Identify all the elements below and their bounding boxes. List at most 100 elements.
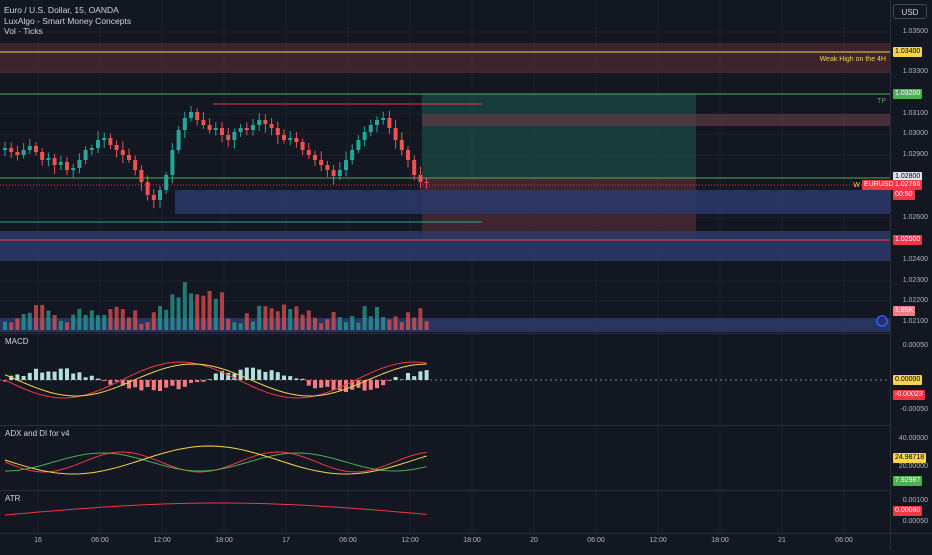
macd-histogram-bar	[257, 369, 262, 380]
atr-pane-title[interactable]: ATR	[5, 494, 21, 503]
atr-value-tag: 0.00080	[893, 506, 923, 516]
candle-body	[319, 160, 324, 165]
volume-bar	[412, 317, 417, 330]
candle-body	[127, 155, 131, 160]
volume-bar	[257, 305, 262, 330]
time-tick: 17	[282, 537, 290, 544]
indicator-volume-label[interactable]: Vol · Ticks	[4, 26, 43, 36]
candle-body	[108, 138, 113, 145]
weak-high-price-tag: 1.03400	[893, 47, 923, 57]
macd-pane-title[interactable]: MACD	[5, 337, 29, 346]
volume-bar	[21, 314, 26, 330]
countdown-tag: 00:50	[893, 190, 915, 200]
volume-bar	[226, 318, 231, 330]
candle-body	[344, 160, 348, 170]
macd-histogram-bar	[77, 372, 82, 380]
candle-body	[424, 182, 429, 183]
symbol-title[interactable]: Euro / U.S. Dollar, 15, OANDA	[4, 5, 119, 15]
candle-body	[195, 112, 200, 120]
time-tick: 18:00	[463, 537, 481, 544]
candle-body	[412, 160, 417, 175]
price-tick: 1.03100	[902, 110, 928, 117]
candle-body	[58, 162, 63, 165]
time-tick: 21	[778, 537, 786, 544]
candle-body	[232, 132, 237, 140]
candle-body	[387, 118, 392, 128]
volume-bar	[207, 290, 212, 330]
currency-button[interactable]: USD	[893, 4, 927, 19]
volume-bar	[381, 317, 386, 330]
candle-body	[251, 125, 255, 130]
macd-histogram-bar	[170, 380, 175, 386]
candle-body	[406, 150, 410, 160]
macd-histogram-bar	[269, 370, 274, 380]
macd-histogram-bar	[15, 374, 20, 380]
level-price-tag: 1.02800	[893, 172, 923, 182]
volume-bar	[251, 321, 255, 330]
volume-bar	[282, 304, 286, 330]
macd-histogram-bar	[418, 371, 423, 380]
candle-body	[300, 142, 305, 150]
volume-bar	[306, 310, 311, 330]
volume-bar	[34, 305, 38, 330]
pane-separator[interactable]	[0, 490, 890, 491]
demand-zone-lower	[0, 231, 890, 261]
macd-histogram-bar	[294, 378, 299, 380]
chart-canvas[interactable]: Weak High on the 4H TP W	[0, 0, 890, 550]
volume-bar	[89, 310, 94, 330]
take-profit-zone	[422, 94, 696, 178]
candle-body	[207, 125, 212, 130]
volume-bar	[418, 308, 423, 330]
candle-body	[313, 155, 317, 160]
indicator-smc-label[interactable]: LuxAlgo - Smart Money Concepts	[4, 15, 132, 26]
adx-pane-title[interactable]: ADX and DI for v4	[5, 429, 70, 438]
candle-body	[77, 160, 82, 168]
candle-body	[362, 132, 367, 140]
candle-body	[114, 145, 119, 150]
volume-bar	[182, 282, 187, 330]
volume-bar	[71, 314, 76, 330]
candle-body	[294, 138, 299, 142]
candle-body	[418, 175, 423, 182]
macd-histogram-bar	[220, 370, 224, 380]
macd-histogram-bar	[189, 380, 193, 383]
volume-bar	[368, 316, 373, 330]
macd-histogram-bar	[71, 373, 76, 380]
volume-bar	[238, 323, 243, 330]
volume-bar	[393, 316, 398, 330]
volume-bar	[387, 319, 392, 330]
volume-bar	[362, 305, 367, 330]
time-tick: 12:00	[153, 537, 171, 544]
macd-histogram-bar	[96, 378, 100, 380]
pane-separator[interactable]	[0, 333, 890, 334]
candle-body	[133, 160, 138, 170]
macd-histogram-bar	[381, 380, 386, 386]
macd-histogram-bar	[331, 380, 336, 390]
candle-body	[269, 124, 274, 128]
candle-body	[356, 140, 361, 150]
symbol-tag: EURUSD	[862, 180, 896, 190]
chart-area[interactable]: Weak High on the 4H TP W	[0, 0, 890, 550]
macd-histogram-bar	[120, 380, 125, 386]
time-axis-border	[0, 533, 932, 534]
volume-tag: 1.85K	[893, 306, 916, 316]
time-tick: 06:00	[339, 537, 357, 544]
macd-histogram-bar	[139, 380, 144, 391]
volume-bar	[337, 317, 342, 330]
macd-histogram-bar	[424, 370, 429, 380]
macd-histogram-bar	[412, 376, 417, 380]
supply-zone	[0, 43, 890, 73]
candle-body	[337, 170, 342, 176]
candle-body	[164, 175, 169, 190]
macd-tick: 0.00050	[902, 342, 928, 349]
candle-body	[288, 138, 293, 140]
volume-bar	[269, 308, 274, 330]
macd-histogram-bar	[275, 372, 280, 380]
candle-body	[226, 135, 231, 140]
macd-histogram-bar	[251, 367, 255, 380]
pane-separator[interactable]	[0, 425, 890, 426]
macd-histogram-bar	[244, 367, 249, 380]
di-value-tag: 7.92987	[893, 476, 923, 486]
candle-body	[46, 158, 51, 160]
macd-histogram-bar	[393, 376, 398, 380]
